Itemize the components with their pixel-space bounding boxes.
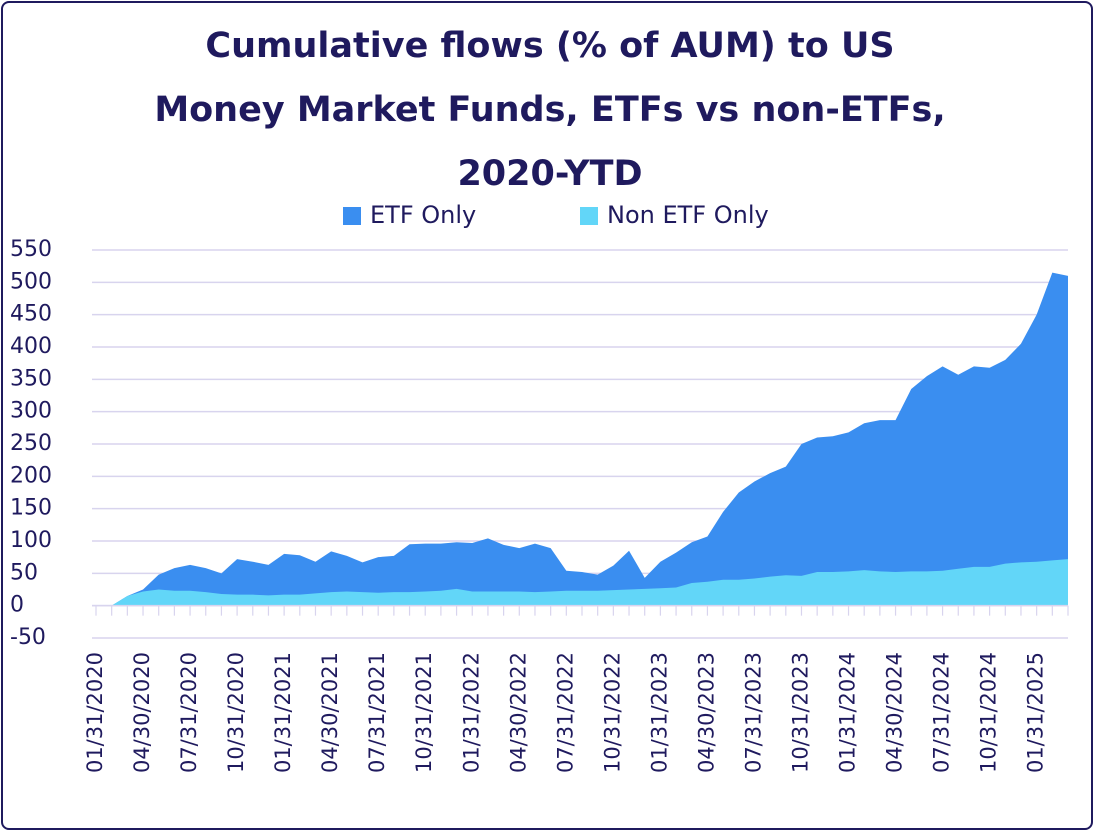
x-tick-label: 04/30/2021: [318, 652, 342, 773]
x-tick-label: 01/31/2023: [647, 652, 671, 773]
x-tick-label: 10/31/2021: [412, 652, 436, 773]
x-tick-label: 10/31/2020: [224, 652, 248, 773]
legend-label: ETF Only: [370, 201, 476, 229]
x-tick-label: 10/31/2023: [788, 652, 812, 773]
x-tick-label: 01/31/2022: [459, 652, 483, 773]
x-tick-label: 04/30/2023: [694, 652, 718, 773]
x-tick-label: 01/31/2025: [1024, 652, 1048, 773]
x-tick-label: 04/30/2020: [130, 652, 154, 773]
area: [96, 559, 1068, 606]
area: [96, 272, 1068, 606]
legend-label: Non ETF Only: [607, 201, 769, 229]
y-tick-label: 450: [10, 302, 52, 327]
x-tick-label: 07/31/2021: [365, 652, 389, 773]
x-tick-label: 07/31/2024: [930, 652, 954, 773]
x-tick-label: 07/31/2023: [741, 652, 765, 773]
y-tick-label: 50: [10, 560, 38, 585]
y-tick-label: 300: [10, 399, 52, 424]
legend-swatch: [343, 207, 361, 225]
chart-title: Cumulative flows (% of AUM) to US Money …: [154, 26, 946, 194]
x-tick-label: 01/31/2021: [271, 652, 295, 773]
y-tick-label: 550: [10, 237, 52, 262]
y-tick-label: 400: [10, 334, 52, 359]
x-tick-label: 04/30/2024: [883, 652, 907, 773]
x-tick-label: 10/31/2024: [977, 652, 1001, 773]
y-tick-label: 350: [10, 366, 52, 391]
y-tick-label: 250: [10, 431, 52, 456]
legend-swatch: [580, 207, 598, 225]
y-tick-label: 150: [10, 496, 52, 521]
x-tick-label: 01/31/2020: [83, 652, 107, 773]
x-tick-label: 10/31/2022: [600, 652, 624, 773]
x-tick-label: 07/31/2020: [177, 652, 201, 773]
x-tick-label: 07/31/2022: [553, 652, 577, 773]
x-tick-label: 01/31/2024: [836, 652, 860, 773]
y-tick-label: 200: [10, 463, 52, 488]
x-tick-label: 04/30/2022: [506, 652, 530, 773]
y-tick-label: 0: [10, 593, 24, 618]
y-tick-label: -50: [10, 625, 46, 650]
y-tick-label: 100: [10, 528, 52, 553]
y-tick-label: 500: [10, 269, 52, 294]
